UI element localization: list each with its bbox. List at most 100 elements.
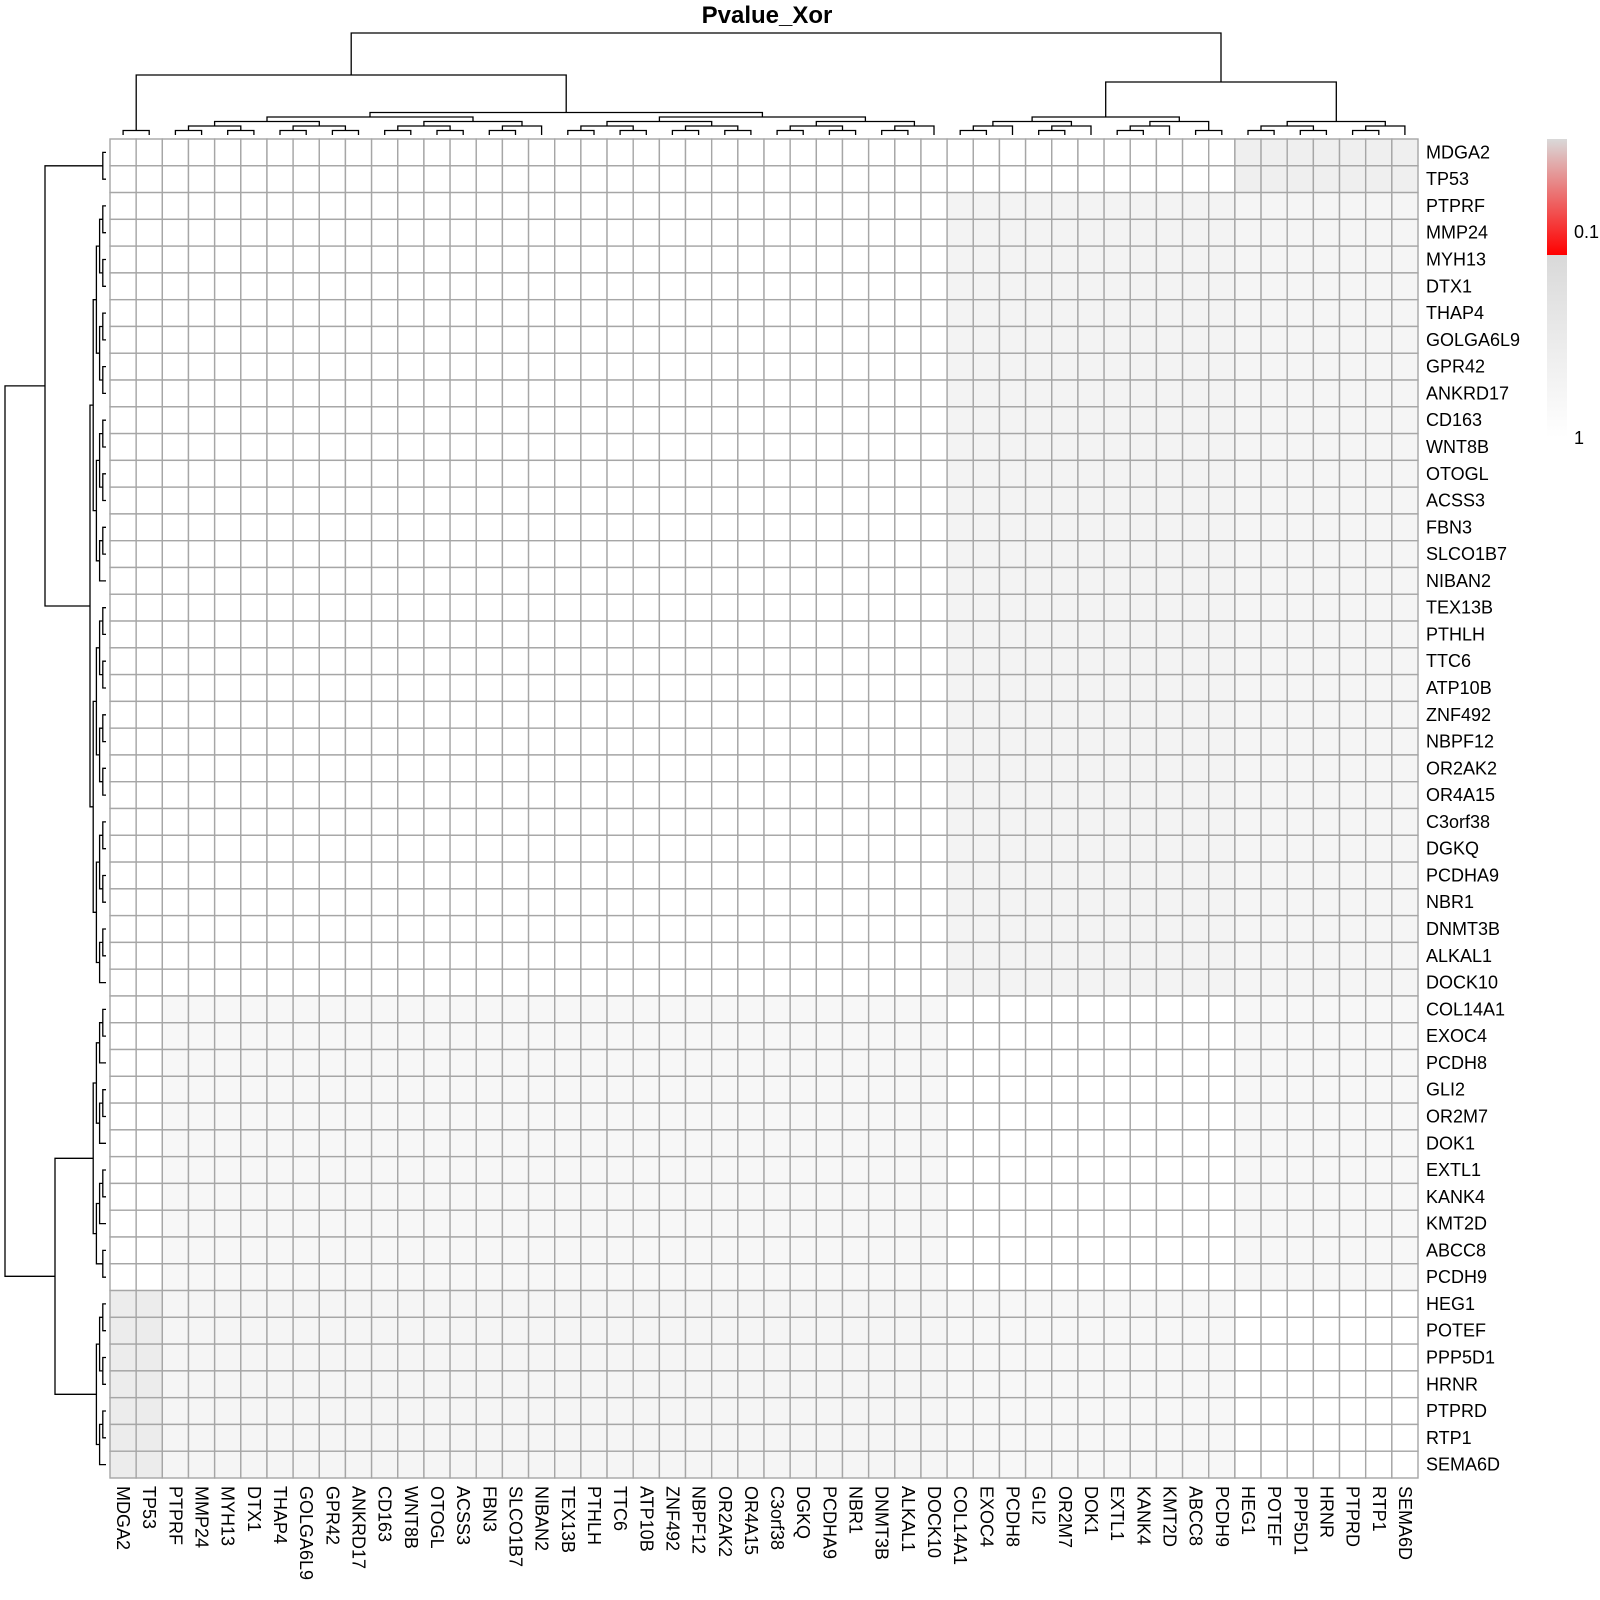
- heatmap-cell: [1338, 727, 1367, 756]
- heatmap-cell: [894, 165, 922, 194]
- heatmap-cell: [1286, 566, 1315, 595]
- heatmap-cell: [161, 1209, 190, 1238]
- heatmap-cell: [867, 218, 896, 247]
- heatmap-cell: [266, 1396, 294, 1426]
- heatmap-cell: [1181, 1316, 1210, 1345]
- heatmap-cell: [240, 1316, 268, 1345]
- heatmap-cell: [554, 406, 582, 435]
- heatmap-cell: [475, 352, 504, 381]
- dendrogram-branch: [1299, 129, 1328, 135]
- heatmap-cell: [920, 700, 948, 729]
- heatmap-cell: [867, 1396, 896, 1426]
- heatmap-cell: [658, 754, 687, 783]
- heatmap-cell: [1286, 1155, 1315, 1185]
- heatmap-cell: [1155, 727, 1184, 756]
- heatmap-cell: [1024, 1316, 1053, 1345]
- heatmap-cell: [815, 700, 844, 729]
- heatmap-cell: [815, 406, 844, 435]
- column-label: PTPRD: [1343, 1486, 1363, 1547]
- heatmap-cell: [213, 1370, 242, 1399]
- heatmap-cell: [344, 1263, 373, 1292]
- heatmap-cell: [475, 138, 504, 167]
- heatmap-cell: [1024, 298, 1053, 328]
- heatmap-cell: [292, 352, 320, 381]
- row-label: FBN3: [1426, 517, 1472, 537]
- heatmap-cell: [1338, 1022, 1367, 1051]
- heatmap-cell: [344, 1129, 373, 1158]
- heatmap-cell: [1391, 888, 1419, 917]
- heatmap-cell: [606, 914, 634, 944]
- heatmap-cell: [370, 459, 399, 488]
- heatmap-cells: [109, 138, 1419, 1479]
- heatmap-cell: [370, 673, 399, 703]
- heatmap-cell: [763, 165, 791, 194]
- heatmap-cell: [1286, 298, 1315, 328]
- heatmap-cell: [658, 459, 687, 488]
- heatmap-cell: [580, 781, 608, 810]
- heatmap-cell: [789, 888, 818, 917]
- heatmap-cell: [266, 513, 294, 542]
- heatmap-cell: [318, 245, 347, 274]
- heatmap-cell: [998, 218, 1027, 247]
- heatmap-cell: [1103, 1209, 1131, 1238]
- heatmap-cell: [344, 566, 373, 595]
- heatmap-cell: [1051, 781, 1079, 810]
- heatmap-cell: [292, 861, 320, 890]
- heatmap-cell: [475, 807, 504, 836]
- heatmap-cell: [266, 968, 294, 997]
- heatmap-cell: [1103, 191, 1131, 221]
- heatmap-cell: [161, 888, 190, 917]
- heatmap-cell: [475, 727, 504, 756]
- heatmap-cell: [1364, 834, 1393, 863]
- heatmap-cell: [1103, 325, 1131, 354]
- heatmap-cell: [1155, 352, 1184, 381]
- heatmap-cell: [1051, 1343, 1079, 1372]
- heatmap-cell: [998, 432, 1027, 462]
- heatmap-cell: [1155, 941, 1184, 970]
- heatmap-cell: [763, 486, 791, 515]
- heatmap-cell: [920, 914, 948, 944]
- heatmap-cell: [109, 1450, 137, 1479]
- heatmap-cell: [449, 245, 477, 274]
- heatmap-cell: [1312, 861, 1341, 890]
- heatmap-cell: [135, 1396, 164, 1426]
- heatmap-cell: [423, 700, 451, 729]
- heatmap-cell: [841, 513, 870, 542]
- dendrogram-branch: [102, 874, 106, 903]
- heatmap-cell: [292, 540, 320, 569]
- heatmap-cell: [423, 647, 451, 676]
- heatmap-cell: [187, 1182, 216, 1211]
- heatmap-cell: [632, 861, 661, 890]
- heatmap-cell: [1338, 781, 1367, 810]
- heatmap-cell: [1234, 1022, 1262, 1051]
- heatmap-cell: [632, 1048, 661, 1078]
- heatmap-cell: [1338, 700, 1367, 729]
- heatmap-cell: [867, 352, 896, 381]
- heatmap-cell: [1024, 593, 1053, 622]
- heatmap-cell: [1051, 165, 1079, 194]
- heatmap-cell: [867, 861, 896, 890]
- heatmap-cell: [658, 566, 687, 595]
- heatmap-cell: [1077, 1075, 1105, 1104]
- heatmap-cell: [1077, 272, 1105, 301]
- heatmap-cell: [292, 245, 320, 274]
- heatmap-cell: [370, 379, 399, 408]
- heatmap-cell: [684, 1370, 713, 1399]
- heatmap-cell: [684, 834, 713, 863]
- heatmap-cell: [318, 325, 347, 354]
- heatmap-cell: [1077, 1450, 1105, 1479]
- heatmap-cell: [1129, 1022, 1158, 1051]
- heatmap-cell: [187, 995, 216, 1024]
- heatmap-cell: [998, 1370, 1027, 1399]
- heatmap-cell: [1129, 1370, 1158, 1399]
- heatmap-cell: [1260, 1450, 1288, 1479]
- heatmap-cell: [763, 1289, 791, 1319]
- heatmap-cell: [684, 513, 713, 542]
- column-dendrogram: [122, 32, 1406, 135]
- heatmap-cell: [266, 1102, 294, 1131]
- heatmap-cell: [187, 941, 216, 970]
- heatmap-cell: [1312, 1450, 1341, 1479]
- heatmap-cell: [1364, 513, 1393, 542]
- column-label: NBPF12: [689, 1486, 709, 1554]
- heatmap-cell: [1364, 888, 1393, 917]
